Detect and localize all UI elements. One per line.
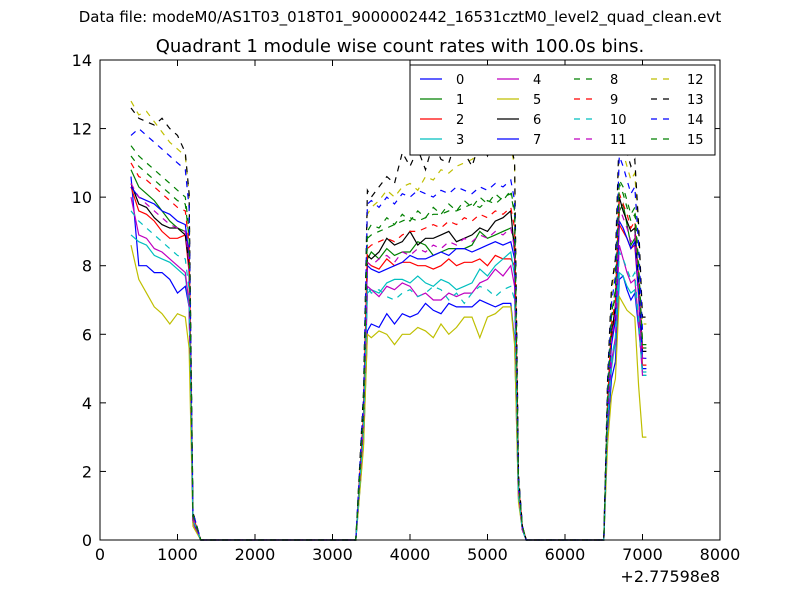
y-tick-label: 12 xyxy=(72,120,92,139)
y-tick-label: 4 xyxy=(82,394,92,413)
y-tick-label: 14 xyxy=(72,51,92,70)
legend-box xyxy=(409,64,716,156)
legend-label-3: 3 xyxy=(456,133,464,148)
x-tick-label: 7000 xyxy=(622,545,663,564)
x-tick-label: 8000 xyxy=(700,545,741,564)
y-tick-label: 10 xyxy=(72,188,92,207)
series-line-12 xyxy=(130,100,647,541)
series-line-6 xyxy=(130,183,647,541)
legend-label-11: 11 xyxy=(610,133,627,148)
x-tick-label: 6000 xyxy=(545,545,586,564)
series-layer xyxy=(130,100,647,541)
legend-label-1: 1 xyxy=(456,93,464,108)
legend-label-2: 2 xyxy=(456,113,464,128)
figure-title: Data file: modeM0/AS1T03_018T01_90000024… xyxy=(78,8,722,26)
y-tick-label: 2 xyxy=(82,462,92,481)
legend-label-9: 9 xyxy=(610,93,618,108)
x-tick-label: 2000 xyxy=(235,545,276,564)
legend-label-12: 12 xyxy=(687,73,704,88)
chart-title: Quadrant 1 module wise count rates with … xyxy=(155,36,645,57)
legend-label-4: 4 xyxy=(533,73,541,88)
legend-label-0: 0 xyxy=(456,73,464,88)
legend-label-7: 7 xyxy=(533,133,541,148)
series-line-14 xyxy=(130,127,647,541)
y-tick-label: 0 xyxy=(82,531,92,550)
x-tick-label: 0 xyxy=(95,545,105,564)
x-tick-label: 3000 xyxy=(312,545,353,564)
series-line-13 xyxy=(130,107,647,541)
series-line-0 xyxy=(130,176,647,541)
legend-label-8: 8 xyxy=(610,73,618,88)
x-tick-label: 5000 xyxy=(467,545,508,564)
legend-label-10: 10 xyxy=(610,113,627,128)
series-line-5 xyxy=(130,244,647,541)
legend-label-13: 13 xyxy=(687,93,704,108)
y-tick-label: 6 xyxy=(82,325,92,344)
x-tick-label: 4000 xyxy=(390,545,431,564)
legend-label-15: 15 xyxy=(687,133,704,148)
x-offset-label: +2.77598e8 xyxy=(620,567,720,586)
series-line-3 xyxy=(130,234,647,541)
series-line-1 xyxy=(130,169,647,541)
series-line-15 xyxy=(130,155,647,541)
y-tick-label: 8 xyxy=(82,257,92,276)
legend-label-6: 6 xyxy=(533,113,541,128)
x-tick-label: 1000 xyxy=(157,545,198,564)
series-line-8 xyxy=(130,145,647,541)
series-line-4 xyxy=(130,196,647,541)
tick-layer: 0 1000 2000 3000 4000 5000 6000 7000 80000246810… xyxy=(72,51,741,564)
legend-label-14: 14 xyxy=(687,113,704,128)
legend-label-5: 5 xyxy=(533,93,541,108)
series-line-11 xyxy=(130,183,647,541)
series-line-9 xyxy=(130,162,647,541)
